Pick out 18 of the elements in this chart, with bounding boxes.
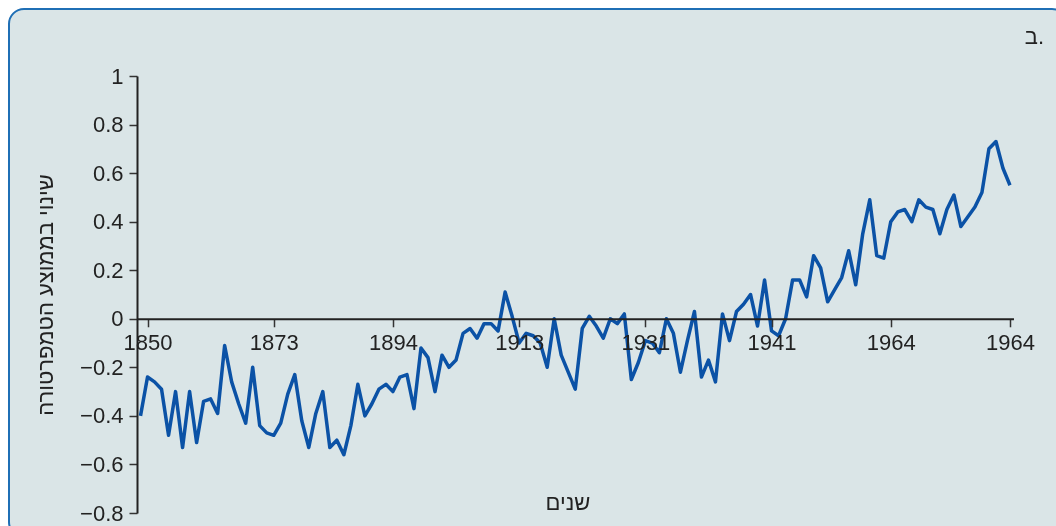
x-tick-label: 1894: [368, 330, 418, 356]
y-tick-label: −0.2: [80, 354, 124, 380]
y-tick-label: −0.6: [80, 451, 124, 477]
y-tick-label: 0: [111, 306, 124, 332]
x-axis-title: שנים: [545, 490, 591, 516]
y-axis-title: שינוי בממוצע הטמפרטורה: [33, 174, 59, 416]
y-tick-label: −0.4: [80, 403, 124, 429]
text: ב.: [1024, 24, 1044, 50]
y-tick-label: 0.6: [92, 160, 124, 186]
y-tick-label: 1: [111, 63, 124, 89]
y-tick-label: −0.8: [80, 500, 124, 526]
x-tick-label: 1964: [986, 330, 1035, 356]
x-tick-label: 1964: [866, 330, 916, 356]
y-tick-label: 0.8: [92, 112, 124, 138]
y-tick-label: 0.2: [92, 257, 124, 283]
x-tick-label: 1941: [747, 330, 797, 356]
y-tick-label: 0.4: [92, 209, 124, 235]
x-tick-label: 1873: [249, 330, 299, 356]
